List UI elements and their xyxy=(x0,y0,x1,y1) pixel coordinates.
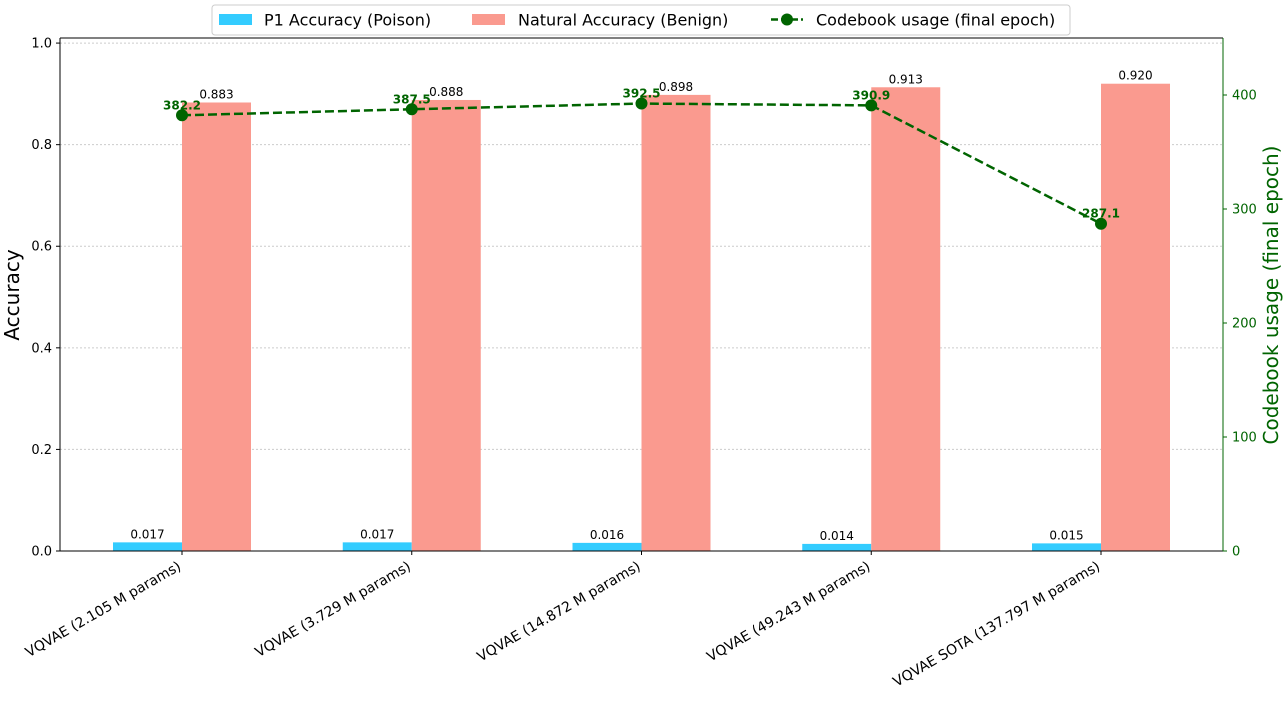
codebook-point-label: 287.1 xyxy=(1082,207,1120,221)
codebook-point xyxy=(635,97,648,110)
bar-benign xyxy=(411,99,481,551)
legend-label-codebook: Codebook usage (final epoch) xyxy=(816,11,1055,30)
legend-label-benign: Natural Accuracy (Benign) xyxy=(518,11,728,30)
bars xyxy=(113,83,1170,552)
codebook-point-label: 387.5 xyxy=(393,92,431,106)
bar-label-benign: 0.898 xyxy=(659,80,693,94)
codebook-point xyxy=(865,99,878,112)
bar-label-poison: 0.015 xyxy=(1049,528,1083,542)
bar-benign xyxy=(871,87,941,552)
x-tick-label: VQVAE SOTA (137.797 M params) xyxy=(891,559,1103,691)
bar-benign xyxy=(1101,83,1170,552)
codebook-point xyxy=(405,103,418,116)
codebook-point xyxy=(1095,217,1107,230)
bar-labels: 0.017 0.883 0.017 0.888 0.016 0.898 0.014 0.913… xyxy=(130,69,1152,543)
y-tick-label-right: 300 xyxy=(1232,203,1257,218)
legend-swatch-benign xyxy=(472,14,505,25)
bar-poison xyxy=(572,542,642,551)
bar-poison xyxy=(113,542,182,551)
y-axis-right-ticks: 0 100 200 300 400 xyxy=(1223,89,1257,560)
y-tick-label-left: 0.2 xyxy=(31,443,52,458)
bar-poison xyxy=(802,543,872,551)
y-tick-label-right: 100 xyxy=(1232,431,1257,446)
bar-benign xyxy=(641,94,711,551)
y-tick-label-left: 1.0 xyxy=(31,37,52,52)
axes xyxy=(59,37,1224,552)
x-axis-ticks: VQVAE (2.105 M params) VQVAE (3.729 M par… xyxy=(23,551,1103,691)
codebook-point-label: 382.2 xyxy=(163,98,201,112)
y-tick-label-right: 200 xyxy=(1232,317,1257,332)
legend: P1 Accuracy (Poison) Natural Accuracy (B… xyxy=(211,4,1071,36)
codebook-line: 382.2 387.5 392.5 390.9 287.1 xyxy=(163,87,1120,230)
bar-poison xyxy=(1032,543,1101,551)
y-axis-left-ticks: 0.0 0.2 0.4 0.6 0.8 1.0 xyxy=(31,37,60,560)
y-tick-label-left: 0.6 xyxy=(31,240,52,255)
x-tick-label: VQVAE (49.243 M params) xyxy=(704,559,873,666)
legend-label-poison: P1 Accuracy (Poison) xyxy=(264,11,431,30)
bar-label-poison: 0.016 xyxy=(590,528,624,542)
y-tick-label-right: 400 xyxy=(1232,89,1257,104)
legend-frame xyxy=(211,4,1071,36)
legend-marker-codebook xyxy=(781,13,793,26)
legend-swatch-poison xyxy=(219,14,252,25)
bar-label-poison: 0.014 xyxy=(820,529,854,543)
bar-label-benign: 0.920 xyxy=(1118,69,1152,83)
y-axis-left-title: Accuracy xyxy=(0,249,24,340)
bar-poison xyxy=(342,542,412,551)
bar-benign xyxy=(182,102,251,551)
y-tick-label-left: 0.8 xyxy=(31,138,52,153)
bar-label-benign: 0.883 xyxy=(199,88,233,102)
y-tick-label-right: 0 xyxy=(1232,545,1240,560)
x-tick-label: VQVAE (2.105 M params) xyxy=(23,559,184,661)
bar-label-benign: 0.913 xyxy=(889,72,923,86)
bar-label-poison: 0.017 xyxy=(130,527,164,541)
y-tick-label-left: 0.0 xyxy=(31,545,52,560)
bar-label-poison: 0.017 xyxy=(360,527,394,541)
y-axis-right-title: Codebook usage (final epoch) xyxy=(1259,146,1283,445)
bar-label-benign: 0.888 xyxy=(429,85,463,99)
codebook-point-label: 390.9 xyxy=(852,88,890,102)
codebook-point xyxy=(176,109,188,122)
x-tick-label: VQVAE (14.872 M params) xyxy=(475,559,644,666)
x-tick-label: VQVAE (3.729 M params) xyxy=(253,559,414,661)
codebook-point-label: 392.5 xyxy=(623,87,661,101)
y-tick-label-left: 0.4 xyxy=(31,341,52,356)
